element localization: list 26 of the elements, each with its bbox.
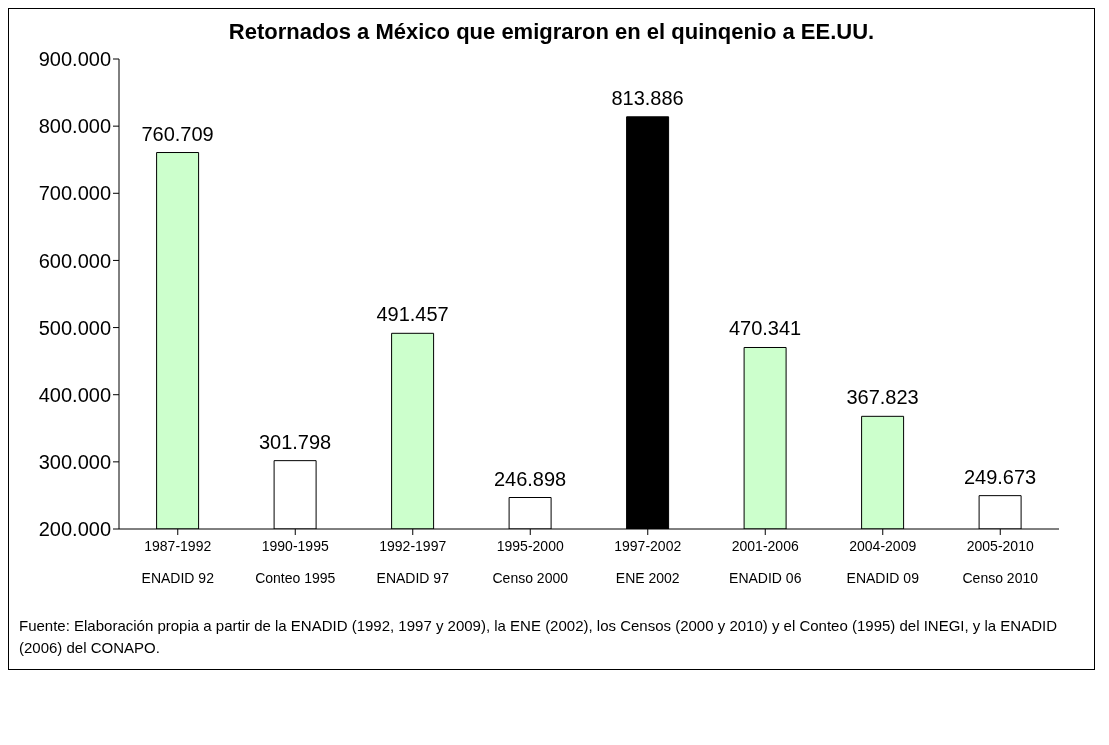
y-tick-label: 700.000: [38, 182, 111, 205]
y-tick-label: 500.000: [38, 316, 111, 339]
chart-title: Retornados a México que emigraron en el quinqenio a EE.UU.: [227, 19, 876, 45]
x-tick-label: 2001-2006 ENADID 06: [729, 538, 802, 586]
data-label: 249.673: [963, 465, 1037, 488]
y-tick-label: 400.000: [38, 383, 111, 406]
x-tick-label: 1987-1992 ENADID 92: [141, 538, 215, 586]
data-label: 813.886: [611, 86, 684, 109]
y-tick-label: 300.000: [38, 450, 111, 473]
data-label: 367.823: [846, 386, 919, 409]
data-label: 760.709: [141, 122, 214, 145]
data-label: 470.341: [728, 317, 802, 340]
data-label: 301.798: [258, 430, 332, 453]
x-tick-label: 1992-1997 ENADID 97: [376, 538, 450, 586]
x-tick-label: 2004-2009 ENADID 09: [846, 538, 920, 586]
data-label: 491.457: [376, 303, 449, 326]
data-label: 246.898: [493, 467, 567, 490]
y-tick-label: 800.000: [38, 115, 111, 138]
source-note: Fuente: Elaboración propia a partir de la ENADID (1992, 1997 y 2009), la ENE (2002), los Censos (2000 y 2010) y el Conteo (1995) del INEGI, y la ENADID (2006) del CONAPO.: [18, 616, 1059, 658]
x-tick-label: 2005-2010 Censo 2010: [962, 538, 1039, 586]
x-tick-label: 1997-2002 ENE 2002: [614, 538, 682, 586]
x-tick-label: 1990-1995 Conteo 1995: [255, 538, 336, 586]
y-tick-label: 900.000: [38, 48, 111, 71]
x-tick-label: 1995-2000 Censo 2000: [492, 538, 569, 586]
y-tick-label: 200.000: [38, 518, 111, 541]
y-tick-label: 600.000: [38, 249, 111, 272]
